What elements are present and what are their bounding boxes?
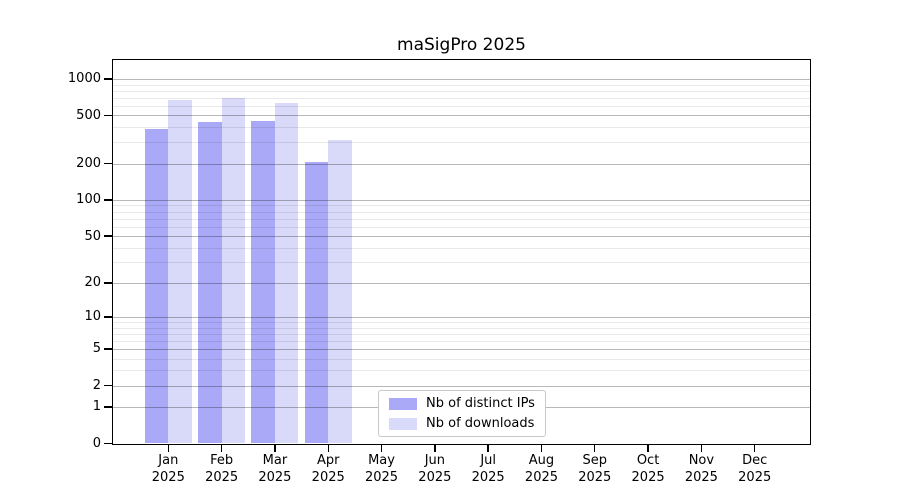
bar-mar-distinct-ips [251, 121, 275, 444]
gridline-minor-900 [113, 84, 810, 86]
gridline-minor-3 [113, 370, 810, 372]
y-tick-label-50: 50 [84, 228, 101, 244]
x-tick-label-may: May 2025 [364, 453, 399, 485]
bar-apr-distinct-ips [304, 162, 329, 444]
legend-label-distinct-ips: Nb of distinct IPs [426, 396, 535, 411]
bar-feb-distinct-ips [198, 121, 222, 444]
y-tick-label-0: 0 [92, 436, 101, 451]
gridline-minor-6 [113, 340, 810, 342]
bar-apr-downloads [328, 140, 352, 444]
x-tick-mark-jan [167, 445, 169, 452]
gridline-major-10 [113, 316, 810, 318]
y-tick-mark-0 [104, 442, 113, 445]
gridline-minor-700 [113, 97, 810, 99]
y-tick-mark-50 [104, 235, 113, 237]
legend-item-downloads: Nb of downloads [389, 416, 545, 431]
x-tick-label-aug: Aug 2025 [524, 453, 559, 485]
gridline-minor-9 [113, 322, 810, 323]
legend-swatch-downloads [389, 417, 417, 430]
x-tick-label-jun: Jun 2025 [418, 453, 452, 485]
y-tick-label-5: 5 [92, 341, 101, 357]
x-tick-label-apr: Apr 2025 [311, 453, 345, 485]
gridline-minor-800 [113, 90, 810, 92]
gridline-major-100 [113, 199, 810, 201]
y-tick-mark-1 [104, 406, 113, 408]
x-tick-mark-jul [487, 445, 489, 452]
x-tick-label-nov: Nov 2025 [684, 453, 718, 485]
gridline-minor-80 [113, 211, 810, 213]
x-tick-label-dec: Dec 2025 [738, 453, 772, 485]
y-tick-mark-500 [104, 114, 113, 117]
x-tick-label-oct: Oct 2025 [631, 453, 665, 485]
x-tick-mark-apr [327, 445, 329, 452]
legend-label-downloads: Nb of downloads [426, 416, 535, 431]
legend-swatch-distinct-ips [389, 397, 417, 410]
y-tick-mark-200 [104, 162, 113, 165]
gridline-minor-30 [113, 262, 810, 264]
y-tick-label-2: 2 [92, 378, 101, 394]
x-tick-label-jan: Jan 2025 [151, 453, 185, 485]
y-tick-label-1000: 1000 [67, 71, 101, 87]
y-tick-mark-5 [104, 348, 113, 350]
gridline-major-5 [113, 348, 810, 350]
gridline-minor-70 [113, 218, 810, 220]
gridline-major-2 [113, 385, 810, 387]
x-tick-mark-nov [700, 445, 703, 452]
gridline-minor-7 [113, 333, 810, 335]
y-tick-label-20: 20 [84, 275, 101, 291]
x-tick-label-feb: Feb 2025 [205, 453, 239, 485]
x-tick-mark-mar [274, 445, 276, 452]
y-tick-mark-10 [104, 316, 113, 318]
y-tick-label-500: 500 [76, 107, 101, 123]
gridline-minor-60 [113, 226, 810, 228]
gridline-minor-8 [113, 327, 810, 329]
bar-feb-downloads [221, 98, 246, 444]
x-tick-label-sep: Sep 2025 [578, 453, 612, 485]
legend-item-distinct-ips: Nb of distinct IPs [389, 396, 545, 411]
gridline-minor-40 [113, 247, 810, 249]
gridline-major-200 [113, 163, 810, 165]
chart-title: maSigPro 2025 [397, 35, 526, 55]
gridline-minor-4 [113, 358, 810, 360]
x-tick-mark-aug [540, 445, 543, 452]
x-tick-label-jul: Jul 2025 [471, 453, 505, 485]
gridline-major-50 [113, 236, 810, 238]
x-tick-mark-sep [594, 445, 596, 452]
x-tick-mark-oct [647, 445, 649, 452]
y-tick-mark-100 [104, 199, 113, 201]
y-tick-label-10: 10 [84, 309, 101, 325]
x-tick-label-mar: Mar 2025 [258, 453, 292, 485]
gridline-major-20 [113, 282, 810, 284]
gridline-minor-400 [113, 127, 810, 129]
bar-jan-distinct-ips [144, 129, 169, 444]
gridline-minor-90 [113, 205, 810, 207]
legend: Nb of distinct IPs Nb of downloads [378, 390, 546, 437]
x-tick-mark-dec [754, 445, 756, 452]
gridline-minor-300 [113, 142, 810, 144]
y-tick-mark-2 [104, 384, 113, 387]
y-tick-label-100: 100 [76, 192, 101, 208]
x-tick-mark-may [380, 445, 383, 452]
bar-jan-downloads [168, 100, 192, 444]
gridline-minor-600 [113, 105, 810, 107]
y-tick-label-1: 1 [92, 399, 101, 415]
y-tick-mark-20 [104, 282, 113, 284]
x-tick-mark-jun [434, 445, 436, 452]
bar-mar-downloads [274, 102, 299, 444]
gridline-major-1000 [113, 78, 810, 80]
x-tick-mark-feb [220, 445, 223, 452]
gridline-major-500 [113, 115, 810, 117]
y-tick-mark-1000 [104, 78, 113, 80]
y-tick-label-200: 200 [76, 156, 101, 172]
